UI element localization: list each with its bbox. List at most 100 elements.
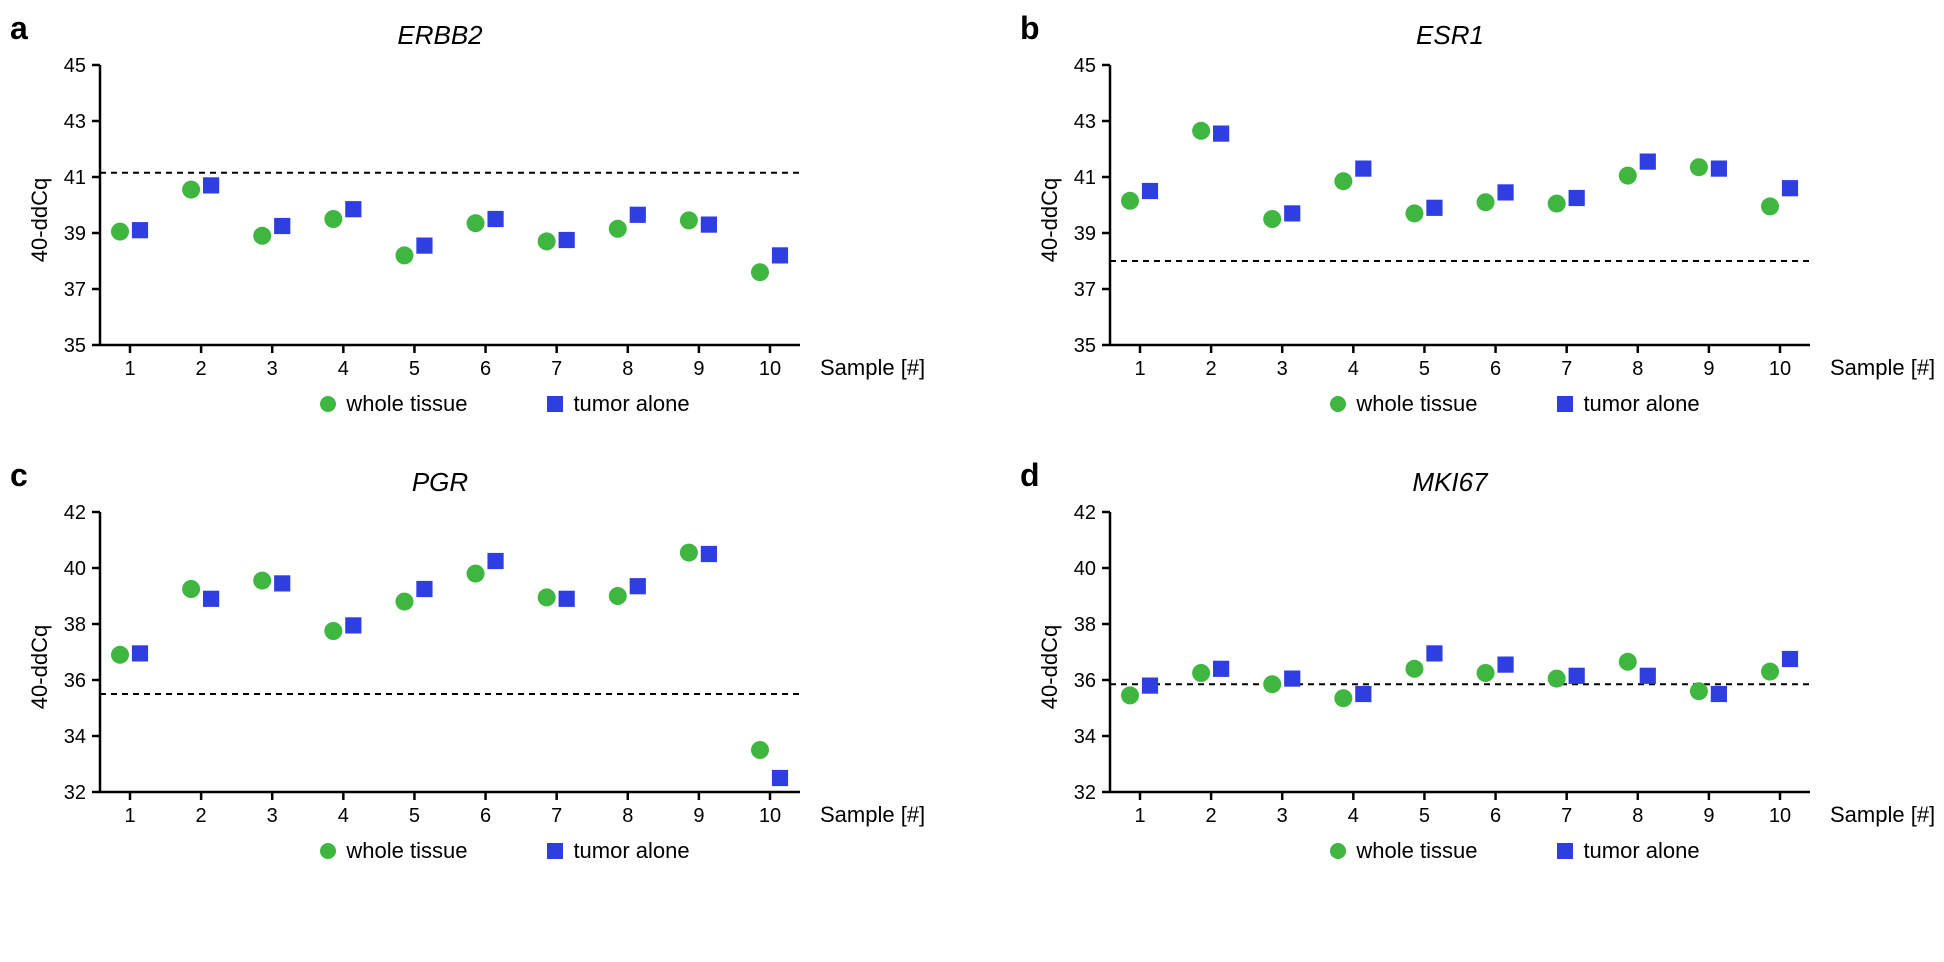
panel-letter: a: [10, 10, 28, 47]
legend-label-tumor: tumor alone: [1583, 391, 1699, 417]
legend-item-whole: whole tissue: [1330, 391, 1477, 417]
point-whole: [1334, 689, 1352, 707]
y-axis-label: 40-ddCq: [1037, 178, 1063, 262]
point-tumor: [203, 591, 219, 607]
x-tick-label: 9: [1703, 358, 1714, 380]
legend-item-tumor: tumor alone: [547, 838, 689, 864]
y-tick-label: 41: [1074, 167, 1096, 189]
y-tick-label: 45: [64, 55, 86, 77]
y-tick-label: 34: [64, 726, 86, 748]
panel-d: dMKI6740-ddCq32343638404212345678910Samp…: [1030, 467, 1944, 864]
point-tumor: [630, 578, 646, 594]
panel-letter: b: [1020, 10, 1040, 47]
point-whole: [111, 223, 129, 241]
point-tumor: [1355, 686, 1371, 702]
chart-svg: 32343638404212345678910Sample [#]: [60, 502, 950, 832]
chart-svg: 35373941434512345678910Sample [#]: [60, 55, 950, 385]
point-whole: [1121, 192, 1139, 210]
point-whole: [1619, 653, 1637, 671]
point-whole: [324, 210, 342, 228]
point-tumor: [1284, 205, 1300, 221]
x-tick-label: 2: [1206, 805, 1217, 827]
point-whole: [680, 211, 698, 229]
point-whole: [1619, 167, 1637, 185]
panel-a: aERBB240-ddCq35373941434512345678910Samp…: [20, 20, 950, 417]
point-whole: [324, 622, 342, 640]
x-tick-label: 9: [693, 358, 704, 380]
point-whole: [182, 181, 200, 199]
point-tumor: [1355, 161, 1371, 177]
x-tick-label: 10: [1769, 358, 1791, 380]
legend-label-tumor: tumor alone: [573, 838, 689, 864]
point-whole: [1548, 195, 1566, 213]
point-tumor: [203, 177, 219, 193]
x-tick-label: 5: [1419, 358, 1430, 380]
panel-title: PGR: [80, 467, 800, 498]
point-tumor: [345, 201, 361, 217]
y-tick-label: 41: [64, 167, 86, 189]
point-tumor: [1569, 190, 1585, 206]
point-whole: [253, 227, 271, 245]
x-tick-label: 6: [1490, 358, 1501, 380]
x-tick-label: 4: [1348, 358, 1359, 380]
x-tick-label: 5: [409, 805, 420, 827]
point-whole: [538, 232, 556, 250]
point-whole: [751, 741, 769, 759]
point-tumor: [559, 591, 575, 607]
point-whole: [1192, 122, 1210, 140]
y-tick-label: 42: [1074, 502, 1096, 524]
point-tumor: [1284, 671, 1300, 687]
legend-label-whole: whole tissue: [1356, 391, 1477, 417]
point-tumor: [274, 218, 290, 234]
plot-area: 40-ddCq32343638404212345678910Sample [#]: [1030, 502, 1944, 832]
panel-b: bESR140-ddCq35373941434512345678910Sampl…: [1030, 20, 1944, 417]
y-tick-label: 36: [1074, 670, 1096, 692]
legend-item-whole: whole tissue: [320, 838, 467, 864]
legend-circle-icon: [320, 843, 336, 859]
point-whole: [538, 588, 556, 606]
point-whole: [1477, 193, 1495, 211]
x-tick-label: 3: [1277, 805, 1288, 827]
point-tumor: [345, 617, 361, 633]
point-whole: [751, 263, 769, 281]
point-whole: [467, 565, 485, 583]
y-tick-label: 43: [1074, 111, 1096, 133]
x-tick-label: 2: [196, 805, 207, 827]
y-tick-label: 36: [64, 670, 86, 692]
point-tumor: [772, 247, 788, 263]
point-whole: [182, 580, 200, 598]
legend: whole tissuetumor alone: [1070, 838, 1944, 864]
point-whole: [1405, 660, 1423, 678]
point-tumor: [416, 238, 432, 254]
legend-square-icon: [1557, 396, 1573, 412]
point-tumor: [487, 211, 503, 227]
point-tumor: [701, 217, 717, 233]
point-whole: [395, 593, 413, 611]
panel-title: ERBB2: [80, 20, 800, 51]
y-tick-label: 32: [64, 782, 86, 804]
point-whole: [609, 220, 627, 238]
point-whole: [680, 544, 698, 562]
x-tick-label: 4: [338, 358, 349, 380]
point-tumor: [1497, 657, 1513, 673]
y-axis-label: 40-ddCq: [27, 625, 53, 709]
x-tick-label: 10: [759, 358, 781, 380]
x-tick-label: 9: [1703, 805, 1714, 827]
y-tick-label: 37: [1074, 279, 1096, 301]
point-tumor: [1426, 200, 1442, 216]
point-tumor: [772, 770, 788, 786]
point-tumor: [630, 207, 646, 223]
panel-title: ESR1: [1090, 20, 1810, 51]
x-tick-label: 1: [124, 358, 135, 380]
point-tumor: [416, 581, 432, 597]
legend-square-icon: [1557, 843, 1573, 859]
point-tumor: [1213, 126, 1229, 142]
x-tick-label: 4: [1348, 805, 1359, 827]
y-tick-label: 35: [64, 335, 86, 357]
point-tumor: [1782, 651, 1798, 667]
legend: whole tissue tumor alone: [60, 838, 950, 864]
y-tick-label: 45: [1074, 55, 1096, 77]
y-tick-label: 37: [64, 279, 86, 301]
legend-circle-icon: [320, 396, 336, 412]
point-tumor: [1569, 668, 1585, 684]
